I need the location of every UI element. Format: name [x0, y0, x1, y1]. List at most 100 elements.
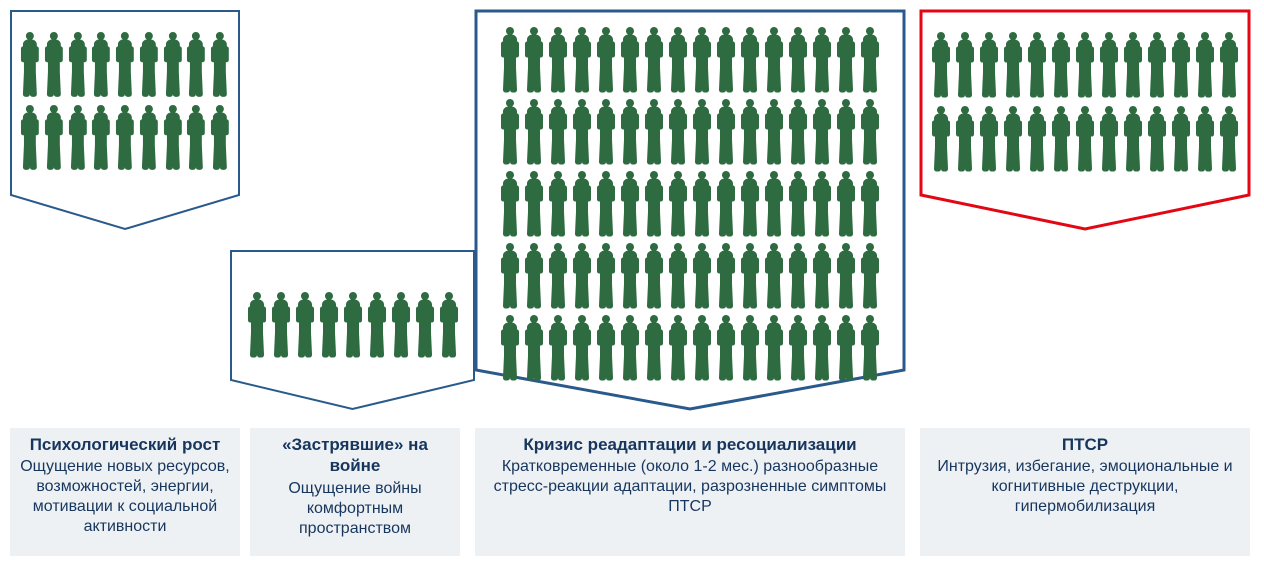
caption-crisis: Кризис реадаптации и ресоциализацииКратк… [475, 428, 905, 556]
soldier-icon [786, 169, 810, 239]
soldier-icon [498, 169, 522, 239]
soldier-icon [738, 241, 762, 311]
soldier-icon [858, 169, 882, 239]
soldier-icon [786, 25, 810, 95]
soldier-icon [413, 290, 437, 360]
soldier-icon [690, 169, 714, 239]
caption-growth: Психологический ростОщущение новых ресур… [10, 428, 240, 556]
soldier-icon [293, 290, 317, 360]
soldier-icon [618, 241, 642, 311]
figure-row [475, 313, 905, 383]
soldier-icon [1121, 104, 1145, 174]
soldier-icon [1145, 104, 1169, 174]
soldier-icon [953, 104, 977, 174]
soldier-icon [269, 290, 293, 360]
soldier-icon [666, 97, 690, 167]
soldier-icon [42, 103, 66, 172]
soldier-icon [208, 30, 232, 99]
soldier-icon [714, 25, 738, 95]
caption-title: ПТСР [928, 434, 1242, 455]
soldier-icon [1217, 30, 1241, 100]
panel-growth [10, 10, 240, 230]
soldier-icon [690, 25, 714, 95]
panel-stuck [230, 250, 475, 410]
soldier-icon [834, 169, 858, 239]
soldier-icon [570, 313, 594, 383]
soldier-icon [66, 30, 90, 99]
soldier-icon [245, 290, 269, 360]
soldier-icon [810, 241, 834, 311]
soldier-icon [570, 97, 594, 167]
soldier-icon [184, 30, 208, 99]
soldier-icon [858, 25, 882, 95]
figure-row [920, 104, 1250, 174]
caption-title: Кризис реадаптации и ресоциализации [483, 434, 897, 455]
soldier-icon [642, 241, 666, 311]
soldier-icon [570, 169, 594, 239]
soldier-icon [437, 290, 461, 360]
soldier-icon [786, 313, 810, 383]
soldier-icon [738, 97, 762, 167]
panel-ptsd [920, 10, 1250, 230]
figure-group [230, 290, 475, 360]
soldier-icon [18, 30, 42, 99]
soldier-icon [690, 97, 714, 167]
soldier-icon [594, 241, 618, 311]
soldier-icon [1145, 30, 1169, 100]
figure-group [10, 30, 240, 173]
soldier-icon [810, 313, 834, 383]
soldier-icon [690, 241, 714, 311]
soldier-icon [522, 97, 546, 167]
soldier-icon [1025, 104, 1049, 174]
soldier-icon [762, 241, 786, 311]
soldier-icon [834, 25, 858, 95]
soldier-icon [498, 25, 522, 95]
soldier-icon [858, 97, 882, 167]
soldier-icon [546, 241, 570, 311]
soldier-icon [1073, 104, 1097, 174]
caption-description: Интрузия, избегание, эмоци­ональные и ко… [928, 457, 1242, 517]
soldier-icon [89, 103, 113, 172]
soldier-icon [977, 104, 1001, 174]
soldier-icon [498, 313, 522, 383]
soldier-icon [666, 169, 690, 239]
soldier-icon [1097, 104, 1121, 174]
figure-row [920, 30, 1250, 100]
soldier-icon [546, 313, 570, 383]
soldier-icon [762, 25, 786, 95]
soldier-icon [762, 169, 786, 239]
soldier-icon [1121, 30, 1145, 100]
figure-row [475, 241, 905, 311]
soldier-icon [714, 241, 738, 311]
soldier-icon [786, 97, 810, 167]
soldier-icon [690, 313, 714, 383]
soldier-icon [594, 97, 618, 167]
soldier-icon [113, 30, 137, 99]
soldier-icon [834, 97, 858, 167]
soldier-icon [810, 169, 834, 239]
caption-title: Психологический рост [18, 434, 232, 455]
soldier-icon [522, 169, 546, 239]
soldier-icon [618, 169, 642, 239]
soldier-icon [810, 97, 834, 167]
soldier-icon [365, 290, 389, 360]
soldier-icon [642, 313, 666, 383]
soldier-icon [594, 25, 618, 95]
soldier-icon [666, 25, 690, 95]
soldier-icon [1049, 30, 1073, 100]
soldier-icon [738, 169, 762, 239]
soldier-icon [714, 169, 738, 239]
soldier-icon [161, 30, 185, 99]
soldier-icon [341, 290, 365, 360]
soldier-icon [953, 30, 977, 100]
soldier-icon [929, 104, 953, 174]
soldier-icon [161, 103, 185, 172]
caption-stuck: «Застрявшие» на войнеОщущение войны комф… [250, 428, 460, 556]
soldier-icon [618, 97, 642, 167]
soldier-icon [642, 169, 666, 239]
soldier-icon [570, 241, 594, 311]
soldier-icon [1097, 30, 1121, 100]
caption-description: Ощущение новых ресурсов, возможностей, э… [18, 457, 232, 537]
soldier-icon [1025, 30, 1049, 100]
soldier-icon [546, 97, 570, 167]
